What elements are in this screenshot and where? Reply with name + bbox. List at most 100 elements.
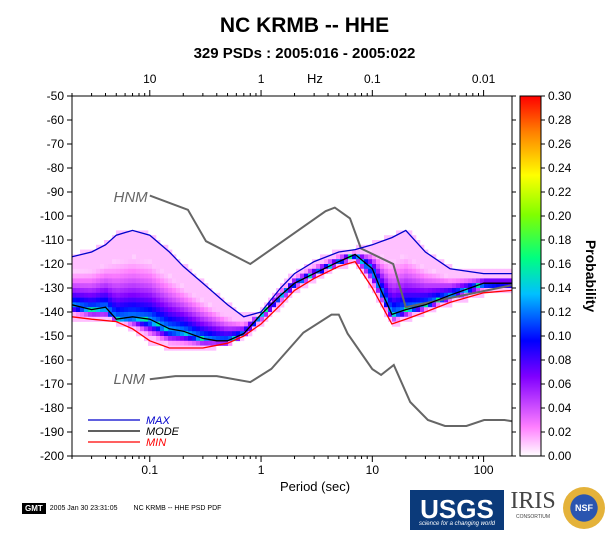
heat-cell [184, 297, 189, 303]
heat-cell [160, 244, 165, 250]
x-axis-label: Period (sec) [280, 479, 350, 494]
heat-cell [112, 302, 117, 308]
heat-cell [432, 273, 437, 279]
heat-cell [180, 312, 185, 318]
heat-cell [404, 235, 409, 241]
heat-cell [76, 292, 81, 298]
heat-cell [328, 264, 333, 270]
heat-cell [180, 326, 185, 332]
heat-cell [164, 283, 169, 289]
heat-cell [404, 230, 409, 236]
heat-cell [172, 278, 177, 284]
heat-cell [408, 307, 413, 313]
heat-cell [308, 268, 313, 274]
heat-cell [160, 264, 165, 270]
heat-cell [384, 244, 389, 250]
heat-cell [144, 273, 149, 279]
heat-cell [488, 283, 493, 289]
heat-cell [480, 292, 485, 298]
heat-cell [152, 264, 157, 270]
heat-cell [136, 297, 141, 303]
heat-cell [112, 273, 117, 279]
y-axis: -50 -60 -70 -80 -90 -100 -110 -120 -130 -140 -150 -… [40, 89, 516, 463]
heat-cell [372, 249, 377, 255]
heat-cell [464, 297, 469, 303]
heat-cell [188, 312, 193, 318]
heat-cell [180, 316, 185, 322]
heat-cell [160, 307, 165, 313]
heat-cell [260, 312, 265, 318]
heat-cell [132, 326, 137, 332]
heat-cell [128, 273, 133, 279]
heat-cell [304, 268, 309, 274]
heat-cell [400, 264, 405, 270]
heat-cell [420, 312, 425, 318]
heat-cell [148, 273, 153, 279]
heat-cell [432, 283, 437, 289]
heat-cell [436, 273, 441, 279]
heat-cell [240, 336, 245, 342]
heat-cell [104, 273, 109, 279]
heat-cell [412, 254, 417, 260]
heat-cell [220, 316, 225, 322]
heat-cell [76, 316, 81, 322]
heat-cell [160, 340, 165, 346]
heat-cell [92, 283, 97, 289]
heat-cell [164, 336, 169, 342]
heat-cell [140, 249, 145, 255]
heat-cell [212, 331, 217, 337]
heat-cell [184, 302, 189, 308]
heat-cell [136, 235, 141, 241]
heat-cell [164, 331, 169, 337]
heat-cell [392, 283, 397, 289]
heat-cell [172, 316, 177, 322]
heat-cell [424, 264, 429, 270]
colorbar-axis: 0.00 0.02 0.04 0.06 0.08 0.10 0.12 0.14 0.16 0.18… [541, 89, 572, 463]
heat-cell [216, 312, 221, 318]
heat-cell [160, 268, 165, 274]
heat-cell [124, 297, 129, 303]
heat-cell [136, 254, 141, 260]
heat-cell [372, 259, 377, 265]
heat-cell [192, 340, 197, 346]
heat-cell [108, 312, 113, 318]
heat-cell [456, 278, 461, 284]
heat-cell [296, 283, 301, 289]
heat-cell [144, 278, 149, 284]
heat-cell [148, 249, 153, 255]
heat-cell [504, 278, 509, 284]
heat-cell [120, 240, 125, 246]
heat-cell [396, 244, 401, 250]
heat-cell [384, 235, 389, 241]
heat-cell [428, 283, 433, 289]
heat-cell [200, 316, 205, 322]
heat-cell [136, 230, 141, 236]
heat-cell [156, 307, 161, 313]
heat-cell [180, 297, 185, 303]
heat-cell [420, 273, 425, 279]
heat-cell [80, 268, 85, 274]
heat-cell [200, 292, 205, 298]
heat-cell [176, 264, 181, 270]
heat-cell [296, 288, 301, 294]
heat-cell [400, 316, 405, 322]
heat-cell [124, 312, 129, 318]
heat-cell [88, 283, 93, 289]
heat-cell [376, 273, 381, 279]
heat-cell [376, 268, 381, 274]
heat-cell [400, 240, 405, 246]
heat-cell [152, 326, 157, 332]
heat-cell [112, 244, 117, 250]
nsf-logo: NSF [563, 487, 605, 529]
heat-cell [144, 244, 149, 250]
heat-cell [416, 278, 421, 284]
heat-cell [276, 307, 281, 313]
heat-cell [92, 288, 97, 294]
heat-cell [208, 331, 213, 337]
heat-cell [368, 273, 373, 279]
heat-cell [276, 292, 281, 298]
heat-cell [412, 264, 417, 270]
heat-cell [312, 264, 317, 270]
heat-cell [188, 288, 193, 294]
y-tick-label: -140 [40, 305, 64, 319]
